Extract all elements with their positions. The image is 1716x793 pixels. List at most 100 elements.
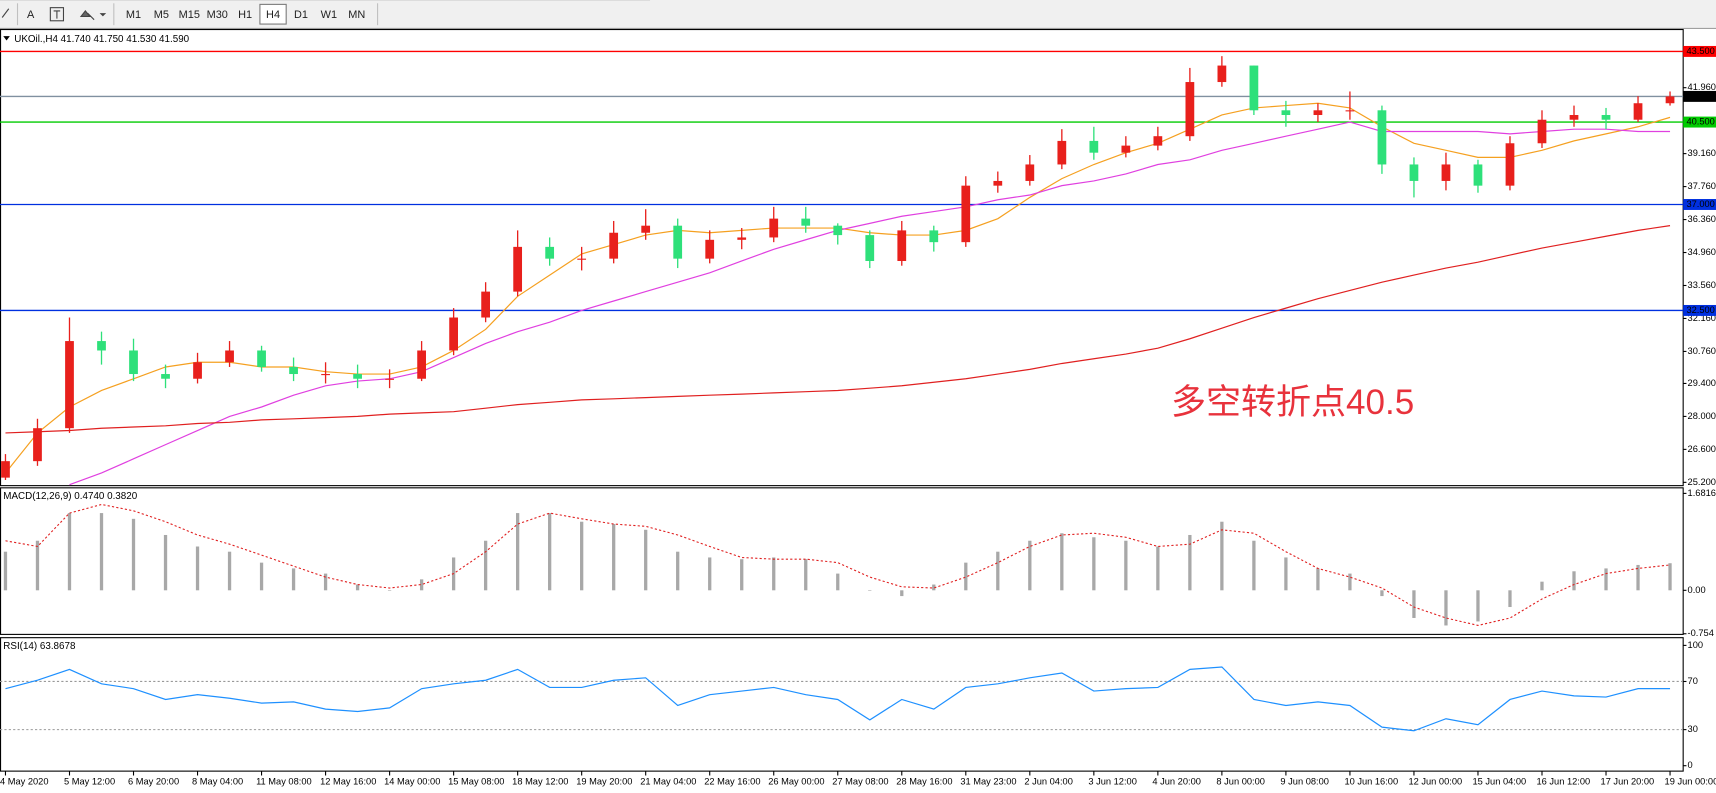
x-tick-label: 5 May 12:00 [64,777,115,787]
level-price-label: 41.590 [1686,91,1714,101]
candle-body [1185,82,1195,137]
rsi-line [5,666,1671,732]
macd-bar [1380,590,1384,597]
candle-body [1249,65,1259,111]
candle-body [65,341,74,429]
x-tick-label: 15 Jun 04:00 [1472,777,1526,787]
level-price-box [1683,199,1716,210]
macd-bar [195,546,200,591]
x-tick-label: 22 May 16:00 [704,777,760,787]
x-tick-label: 18 May 12:00 [512,777,568,787]
candle-body [769,218,779,238]
candle-body [97,341,106,351]
y-tick-label: 33.560 [1688,280,1716,290]
macd-bar [1220,521,1224,591]
macd-bar [836,573,840,591]
macd-bar [1508,590,1512,608]
x-tick-label: 2 Jun 04:00 [1024,777,1073,787]
macd-bar [387,590,392,591]
x-tick-label: 16 Jun 12:00 [1537,777,1591,787]
macd-bar [1060,533,1064,591]
timeframe-button[interactable]: M30 [207,9,228,21]
toolbar: A M1 M5 M15 M30 H1 H4 D1 W1 MN [0,0,1716,29]
x-tick-label: 28 May 16:00 [896,777,952,787]
macd-bar [419,579,424,591]
y-tick-label: 39.160 [1688,148,1716,158]
macd-bar [1284,557,1288,591]
candle-body [609,232,619,259]
macd-bar [516,513,520,591]
x-tick-label: 9 Jun 08:00 [1280,777,1329,787]
timeframe-button[interactable]: W1 [321,9,337,21]
candle-body [1633,103,1643,120]
macd-bar [580,521,584,591]
macd-bar [67,513,72,591]
level-price-box [1683,90,1716,102]
candle-body [1665,96,1675,104]
text-tool[interactable]: A [27,9,35,21]
candle-body [225,350,234,363]
x-tick-label: 4 May 2020 [0,777,49,787]
macd-bar [1604,568,1608,591]
timeframe-button[interactable]: M15 [179,9,200,21]
level-price-label: 43.500 [1686,46,1714,56]
x-tick-label: 31 May 23:00 [960,777,1016,787]
timeframe-button[interactable]: H1 [238,9,252,21]
candle-body [129,350,138,375]
macd-bar [1572,571,1576,591]
candle-body [673,225,683,259]
timeframe-button[interactable]: H4 [266,9,280,21]
candle-body [513,246,523,292]
macd-signal [5,503,1671,626]
macd-bar [1028,540,1032,591]
x-tick-label: 15 May 08:00 [448,777,504,787]
timeframe-bar: M1 M5 M15 M30 H1 H4 D1 W1 MN [126,3,379,26]
timeframe-button[interactable]: MN [348,9,365,21]
macd-bar [1476,590,1480,622]
y-tick-label: 36.360 [1688,214,1716,224]
x-tick-label: 19 May 20:00 [576,777,632,787]
macd-bar [932,584,936,591]
timeframe-button[interactable]: M1 [126,9,141,21]
macd-bar [1412,590,1416,618]
macd-bar [1124,540,1128,591]
level-price-label: 32.500 [1686,305,1714,315]
shapes-tool[interactable] [79,10,107,21]
candle-body [737,237,747,240]
y-tick-label: 100 [1688,640,1704,650]
candle-body [929,230,939,243]
candle-body [1409,164,1419,181]
candle-body [833,225,843,236]
y-tick-label: 26.600 [1688,444,1716,454]
x-tick-label: 27 May 08:00 [832,777,888,787]
y-tick-label: 28.000 [1688,411,1716,421]
candle-body [1377,110,1387,165]
macd-bar [772,557,776,591]
timeframe-button[interactable]: D1 [294,9,308,21]
cursor-icon[interactable] [1,8,10,18]
y-tick-label: 37.760 [1688,181,1716,191]
macd-bar [3,551,8,591]
y-tick-label: -0.754 [1688,628,1714,638]
candle-body [417,350,426,379]
candle-body [481,291,491,318]
macd-bar [291,568,296,591]
header-arrow[interactable] [3,36,10,41]
macd-bar [1092,537,1096,591]
x-tick-label: 21 May 04:00 [640,777,696,787]
y-tick-label: 70 [1688,676,1698,686]
macd-bar [1316,568,1320,591]
indicator-header: RSI(14) 63.8678 [3,641,76,652]
y-tick-label: 32.160 [1688,313,1716,323]
level-price-box [1683,304,1716,316]
macd-panel [0,487,1684,635]
candle-body [1313,110,1323,116]
x-tick-label: 8 May 04:00 [192,777,243,787]
candle-body [801,218,811,226]
macd-bar [35,540,40,591]
level-price-box [1683,45,1716,57]
timeframe-button[interactable]: M5 [154,9,169,21]
text-label-tool[interactable] [49,7,65,22]
